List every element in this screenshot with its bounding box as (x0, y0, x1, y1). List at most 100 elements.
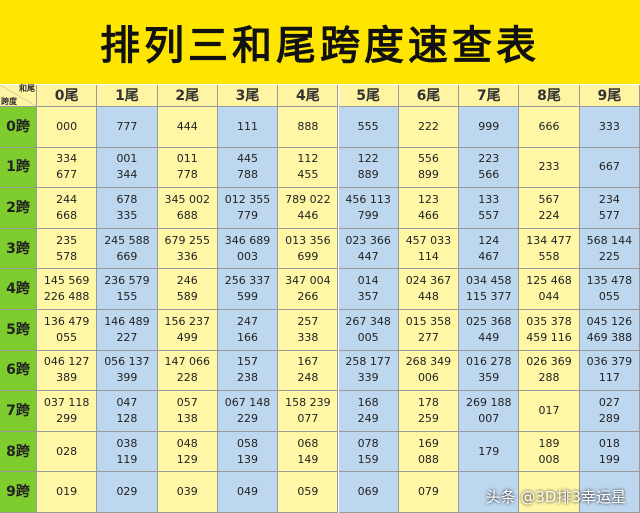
table-cell: 000 (37, 107, 98, 148)
table-cell: 245 588 669 (97, 228, 158, 270)
cell-line: 399 (116, 371, 138, 385)
row-header: 6跨 (0, 350, 37, 392)
cell-line: 178 (417, 395, 439, 409)
table-cell: 789 022 446 (278, 188, 339, 229)
cell-line: 266 (297, 290, 319, 304)
cell-line: 333 (598, 119, 620, 133)
cell-line: 334 (56, 152, 78, 166)
cell-line: 057 (176, 395, 198, 409)
table-cell: 036 379 117 (579, 350, 640, 392)
row-header: 1跨 (0, 147, 37, 189)
table-cell: 567 224 (519, 188, 580, 229)
cell-line: 003 (237, 249, 259, 263)
table-cell: 133 557 (459, 188, 520, 229)
table-cell: 258 177 339 (338, 350, 399, 392)
table-cell: 011 778 (157, 147, 218, 189)
row-header: 0跨 (0, 107, 37, 148)
cell-line: 447 (357, 249, 379, 263)
column-header: 3尾 (217, 85, 279, 107)
table-cell: 333 (579, 107, 640, 148)
cell-line: 688 (176, 208, 198, 222)
cell-line: 899 (417, 168, 439, 182)
cell-line: 257 (297, 314, 319, 328)
table-cell: 014 357 (338, 269, 399, 310)
column-label: 1尾 (115, 87, 139, 104)
table-cell: 345 002 688 (157, 188, 218, 229)
table-cell: 666 (519, 107, 580, 148)
cell-line: 245 588 (104, 233, 150, 247)
cell-line: 267 348 (345, 314, 391, 328)
cell-line: 577 (598, 208, 620, 222)
cell-line: 224 (538, 208, 560, 222)
cell-line: 344 (116, 168, 138, 182)
cell-line: 012 355 (224, 192, 271, 206)
cell-line: 138 (176, 411, 198, 425)
cell-line: 578 (56, 249, 78, 263)
table-cell: 027 289 (579, 391, 640, 432)
table-cell: 068 149 (278, 431, 339, 473)
cell-line: 779 (237, 208, 259, 222)
cell-line: 015 358 (405, 314, 452, 328)
table-cell: 029 (97, 472, 158, 513)
cell-line: 225 (598, 249, 620, 263)
cell-line: 889 (357, 168, 379, 182)
table-cell: 234 577 (579, 188, 640, 229)
table-cell: 556 899 (398, 147, 460, 189)
cell-line: 668 (56, 208, 78, 222)
cell-line: 666 (538, 119, 560, 133)
cell-line: 444 (176, 119, 198, 133)
table-cell: 236 579 155 (97, 269, 158, 310)
cell-line: 158 239 (285, 395, 331, 409)
table-cell: 456 113 799 (338, 188, 399, 229)
cell-line: 229 (237, 411, 259, 425)
cell-line: 669 (116, 249, 138, 263)
table-cell: 777 (97, 107, 158, 148)
corner-top: 和尾 (19, 84, 35, 93)
cell-line: 028 (56, 444, 78, 458)
table-cell: 257 338 (278, 310, 339, 351)
cell-line: 000 (56, 119, 78, 133)
cell-line: 038 (116, 436, 138, 450)
cell-line: 789 022 (285, 192, 331, 206)
cell-line: 566 (478, 168, 500, 182)
cell-line: 589 (176, 290, 198, 304)
cell-line: 558 (538, 249, 560, 263)
table-cell: 179 (459, 431, 520, 473)
table-cell: 167 248 (278, 350, 339, 392)
cell-line: 019 (56, 485, 78, 499)
cell-line: 001 (116, 152, 138, 166)
cell-line: 179 (478, 444, 500, 458)
column-label: 7尾 (476, 87, 501, 104)
cell-line: 389 (56, 371, 78, 385)
cell-line: 557 (478, 208, 500, 222)
row-label: 7跨 (6, 402, 30, 419)
cell-line: 223 (478, 152, 500, 166)
cell-line: 068 (297, 436, 319, 450)
cell-line: 049 (237, 485, 259, 499)
column-label: 0尾 (54, 87, 79, 104)
cell-line: 357 (357, 290, 379, 304)
table-cell: 222 (398, 107, 460, 148)
row-header: 2跨 (0, 188, 37, 229)
column-label: 6尾 (416, 87, 441, 104)
cell-line: 117 (598, 371, 620, 385)
cell-line: 226 488 (43, 290, 90, 304)
cell-line: 135 478 (586, 274, 633, 288)
row-label: 3跨 (6, 240, 30, 257)
cell-line: 599 (237, 290, 259, 304)
cell-line: 999 (478, 119, 500, 133)
cell-line: 125 468 (526, 274, 572, 288)
cell-line: 044 (538, 290, 560, 304)
cell-line: 555 (357, 119, 379, 133)
cell-line: 448 (417, 290, 439, 304)
column-header: 6尾 (398, 85, 460, 107)
cell-line: 136 479 (43, 314, 90, 328)
cell-line: 035 378 (526, 314, 572, 328)
cell-line: 455 (297, 168, 319, 182)
table-cell: 246 589 (157, 269, 218, 310)
table-cell: 047 128 (97, 391, 158, 432)
row-label: 1跨 (6, 159, 30, 176)
column-header: 5尾 (338, 85, 399, 107)
table-cell: 168 249 (338, 391, 399, 432)
table-cell: 555 (338, 107, 399, 148)
